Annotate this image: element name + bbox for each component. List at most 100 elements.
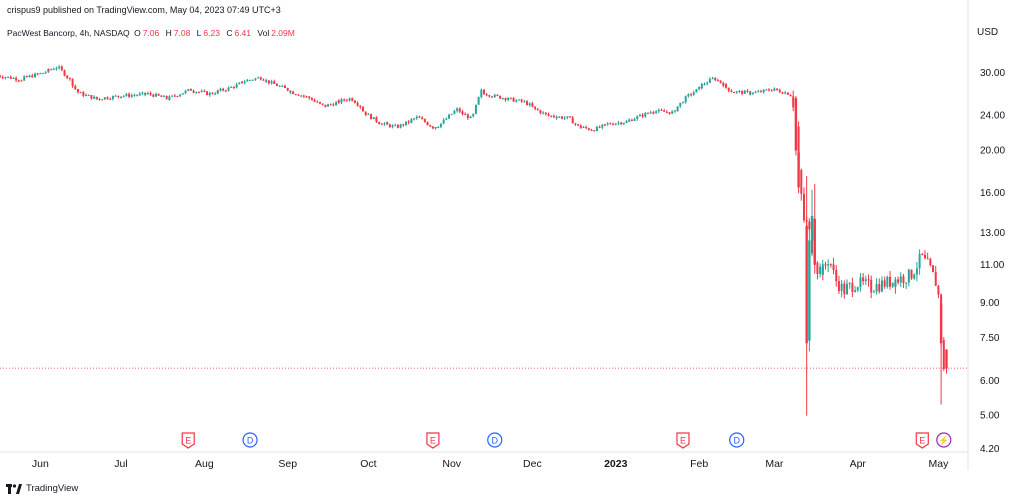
candle-body	[722, 82, 725, 86]
candle-body	[353, 100, 356, 104]
candle-body	[208, 92, 211, 96]
candle-body	[461, 111, 464, 115]
candle-body	[63, 70, 66, 76]
earnings-event-marker[interactable]: E	[676, 432, 690, 449]
candle-body	[883, 280, 886, 287]
candle-body	[695, 89, 698, 93]
candle-body	[926, 258, 929, 260]
candle-body	[526, 101, 529, 106]
candle-body	[808, 240, 811, 341]
candle-body	[496, 94, 499, 96]
candle-body	[821, 264, 824, 275]
earnings-event-marker[interactable]: E	[181, 432, 195, 449]
candle-body	[781, 92, 784, 94]
candle-body	[735, 91, 738, 93]
candle-body	[227, 87, 230, 91]
candle-body	[130, 95, 133, 97]
candle-body	[848, 283, 851, 285]
candle-body	[579, 125, 582, 128]
x-tick-label: Feb	[690, 458, 708, 470]
candle-body	[531, 103, 534, 106]
candle-body	[770, 90, 773, 92]
tradingview-brand[interactable]: TradingView	[6, 483, 78, 494]
candle-body	[71, 78, 74, 85]
earnings-event-marker[interactable]: E	[426, 432, 440, 449]
candle-body	[673, 110, 676, 112]
candle-body	[52, 69, 55, 71]
candle-body	[165, 95, 168, 99]
candle-body	[515, 100, 518, 102]
candle-body	[133, 95, 136, 97]
candle-body	[74, 86, 77, 90]
y-tick-label: 9.00	[980, 298, 1000, 309]
split-event-marker[interactable]: ⚡	[936, 432, 952, 448]
candle-body	[657, 109, 660, 112]
candle-body	[778, 90, 781, 93]
dividend-event-marker[interactable]: D	[487, 432, 503, 448]
candle-body	[423, 119, 426, 123]
candle-body	[759, 91, 762, 93]
candle-body	[802, 193, 805, 221]
candle-body	[827, 264, 830, 266]
candle-body	[44, 72, 47, 74]
candle-body	[445, 118, 448, 120]
candle-body	[485, 94, 488, 96]
candle-body	[15, 77, 18, 81]
candle-body	[668, 112, 671, 114]
candle-body	[579, 127, 582, 129]
candle-body	[434, 127, 437, 129]
candle-body	[176, 96, 179, 98]
candle-body	[163, 95, 166, 97]
candle-body	[563, 117, 566, 119]
candle-body	[222, 88, 225, 91]
candle-body	[810, 216, 814, 241]
candle-body	[154, 93, 157, 97]
candle-body	[907, 269, 910, 283]
candle-body	[415, 116, 418, 119]
candle-body	[652, 112, 655, 114]
candle-body	[641, 114, 644, 117]
candle-body	[706, 82, 709, 85]
candle-body	[897, 279, 900, 283]
candle-body	[216, 90, 219, 92]
dividend-marker-shape	[729, 432, 745, 448]
candle-body	[550, 115, 553, 117]
candle-body	[23, 78, 26, 81]
candle-body	[251, 79, 254, 81]
candle-body	[442, 119, 445, 124]
candle-body	[383, 123, 386, 125]
published-note: crispus9 published on TradingView.com, M…	[7, 5, 281, 15]
candle-body	[754, 92, 757, 94]
candle-body	[111, 95, 114, 99]
candle-body	[894, 279, 897, 287]
candle-body	[246, 79, 249, 82]
candle-body	[939, 303, 943, 344]
candle-body	[380, 123, 383, 125]
dividend-event-marker[interactable]: D	[242, 432, 258, 448]
candle-body	[808, 221, 811, 230]
dividend-marker-shape	[487, 432, 503, 448]
candle-body	[114, 95, 117, 97]
candle-body	[308, 96, 311, 99]
earnings-marker-shape	[676, 432, 690, 449]
candle-body	[144, 93, 147, 95]
candle-body	[60, 66, 63, 71]
candle-body	[560, 116, 563, 119]
candle-body	[254, 78, 257, 80]
earnings-marker-shape	[915, 432, 929, 449]
candle-body	[886, 276, 889, 287]
candle-body	[265, 80, 268, 82]
candle-body	[171, 95, 174, 97]
candle-body	[378, 121, 381, 124]
dividend-event-marker[interactable]: D	[729, 432, 745, 448]
tradingview-logo-icon	[6, 483, 22, 494]
candle-body	[520, 99, 523, 102]
candle-body	[523, 101, 526, 103]
candle-body	[859, 277, 862, 288]
candle-body	[262, 79, 265, 81]
y-tick-label: 11.00	[980, 260, 1005, 271]
earnings-event-marker[interactable]: E	[915, 432, 929, 449]
candle-body	[327, 104, 330, 107]
candle-body	[187, 89, 190, 91]
